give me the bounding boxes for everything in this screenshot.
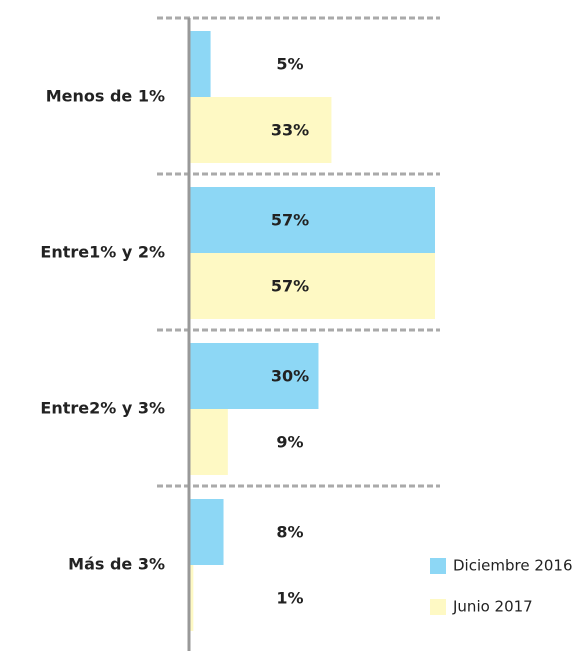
value-label: 30% — [271, 367, 309, 386]
value-label: 8% — [276, 523, 303, 542]
value-label: 5% — [276, 55, 303, 74]
legend-label: Diciembre 2016 — [453, 557, 573, 575]
legend-swatch — [430, 558, 446, 574]
bar — [189, 31, 211, 97]
value-label: 57% — [271, 211, 309, 230]
category-label: Más de 3% — [68, 555, 165, 574]
value-label: 9% — [276, 433, 303, 452]
legend-swatch — [430, 599, 446, 615]
bar — [189, 409, 228, 475]
bar — [189, 97, 332, 163]
value-label: 1% — [276, 589, 303, 608]
value-label: 33% — [271, 121, 309, 140]
bar — [189, 253, 435, 319]
category-label: Entre2% y 3% — [40, 399, 165, 418]
bar — [189, 343, 319, 409]
bar — [189, 565, 194, 631]
value-label: 57% — [271, 277, 309, 296]
category-label: Menos de 1% — [46, 87, 165, 106]
category-label: Entre1% y 2% — [40, 243, 165, 262]
bar — [189, 499, 224, 565]
legend-label: Junio 2017 — [452, 598, 533, 616]
bar — [189, 187, 435, 253]
